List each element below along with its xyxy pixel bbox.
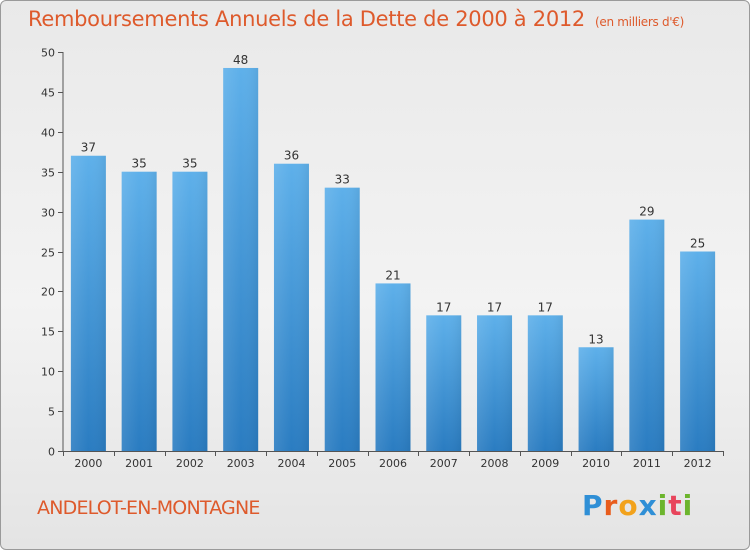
logo-letter: o xyxy=(618,489,639,522)
data-label: 48 xyxy=(233,53,248,67)
chart-title-text: Remboursements Annuels de la Dette de 20… xyxy=(28,7,585,31)
axes: 0 5 10 15 20 25 30 35 40 45 50 xyxy=(41,47,724,459)
bar-shading xyxy=(477,315,513,451)
bar-shading xyxy=(172,171,208,451)
x-tick-label: 2012 xyxy=(684,457,712,470)
bar-shading xyxy=(629,219,665,451)
proxiti-logo: Proxiti xyxy=(582,489,693,522)
y-tick-label: 25 xyxy=(41,247,55,260)
data-label: 35 xyxy=(132,157,147,171)
logo-letter: P xyxy=(582,489,604,522)
data-label: 29 xyxy=(639,205,654,219)
y-tick-label: 50 xyxy=(41,47,55,60)
bar-shading xyxy=(223,67,259,452)
logo-letter: x xyxy=(638,489,658,522)
logo-letter: t xyxy=(668,489,683,522)
y-tick-label: 15 xyxy=(41,326,55,339)
bar-shading xyxy=(426,315,462,451)
x-tick-label: 2009 xyxy=(531,457,559,470)
data-label: 37 xyxy=(81,141,96,155)
chart-title: Remboursements Annuels de la Dette de 20… xyxy=(28,7,684,31)
logo-letter: i xyxy=(682,489,694,522)
x-tick-label: 2000 xyxy=(74,457,102,470)
data-label: 36 xyxy=(284,149,299,163)
x-tick-label: 2010 xyxy=(582,457,610,470)
logo-letter: i xyxy=(657,489,669,522)
data-label: 35 xyxy=(182,157,197,171)
x-tick-label: 2002 xyxy=(176,457,204,470)
x-tick-label: 2001 xyxy=(125,457,153,470)
data-label: 17 xyxy=(487,300,502,314)
x-tick-label: 2011 xyxy=(633,457,661,470)
data-label: 13 xyxy=(588,332,603,346)
y-tick-label: 30 xyxy=(41,207,55,220)
y-tick-label: 40 xyxy=(41,127,55,140)
x-tick-label: 2004 xyxy=(277,457,305,470)
bar-shading xyxy=(527,315,563,451)
bar-shading xyxy=(375,283,411,451)
y-tick-label: 35 xyxy=(41,167,55,180)
x-tick-label: 2006 xyxy=(379,457,407,470)
x-tick-label: 2007 xyxy=(430,457,458,470)
value-labels: 2000 37 2001 35 2002 35 2003 48 2004 36 2005 33 2006… xyxy=(74,53,711,470)
data-label: 17 xyxy=(538,300,553,314)
x-tick-label: 2003 xyxy=(227,457,255,470)
bar-shading xyxy=(121,171,157,451)
city-name: ANDELOT-EN-MONTAGNE xyxy=(37,497,260,519)
logo-letter: r xyxy=(603,489,619,522)
data-label: 17 xyxy=(436,300,451,314)
bar-shading xyxy=(324,187,360,451)
data-label: 33 xyxy=(335,173,350,187)
y-tick-label: 45 xyxy=(41,87,55,100)
bars xyxy=(70,67,716,452)
y-tick-label: 0 xyxy=(48,446,55,459)
x-tick-label: 2008 xyxy=(481,457,509,470)
bar-shading xyxy=(680,251,716,451)
y-tick-label: 20 xyxy=(41,286,55,299)
bar-shading xyxy=(273,163,309,451)
bar-shading xyxy=(70,155,106,452)
x-tick-label: 2005 xyxy=(328,457,356,470)
data-label: 25 xyxy=(690,237,705,251)
y-tick-label: 10 xyxy=(41,366,55,379)
y-tick-label: 5 xyxy=(48,406,55,419)
bar-shading xyxy=(578,347,614,451)
data-label: 21 xyxy=(385,268,400,282)
chart-unit: (en milliers d'€) xyxy=(595,15,685,29)
